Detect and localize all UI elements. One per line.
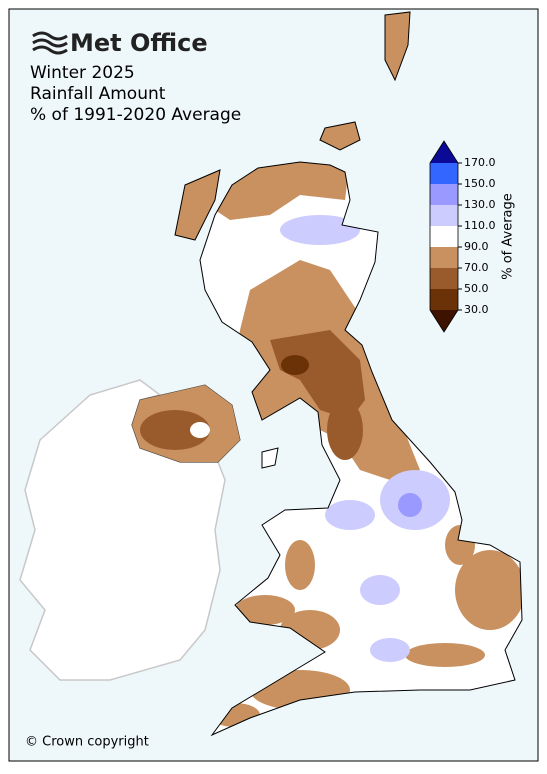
colorbar-bin [430, 247, 458, 268]
orkney [319, 121, 361, 151]
colorbar: 170.0 150.0 130.0 110.0 90.0 70.0 50.0 30.0 % of… [429, 140, 516, 333]
colorbar-bin [430, 226, 458, 247]
shetland [384, 11, 411, 82]
colorbar-tick-label: 90.0 [464, 240, 489, 253]
colorbar-bin [430, 268, 458, 289]
colorbar-bin [430, 163, 458, 184]
copyright: © Crown copyright [25, 735, 149, 750]
title-line: % of 1991-2020 Average [30, 105, 241, 125]
colorbar-bin [430, 205, 458, 226]
ni-rainfall [132, 385, 240, 462]
colorbar-tick-label: 150.0 [464, 177, 496, 190]
title-line: Rainfall Amount [30, 84, 166, 104]
colorbar-extend-top [430, 141, 458, 163]
colorbar-tick-label: 110.0 [464, 219, 496, 232]
colorbar-bin [430, 289, 458, 310]
colorbar-tick-label: 70.0 [464, 261, 489, 274]
colorbar-tick-label: 50.0 [464, 282, 489, 295]
isle-of-man [261, 447, 279, 469]
colorbar-tick-label: 130.0 [464, 198, 496, 211]
colorbar-extend-bottom [430, 310, 458, 332]
colorbar-tick-label: 170.0 [464, 156, 496, 169]
colorbar-tick-label: 30.0 [464, 303, 489, 316]
colorbar-label: % of Average [501, 193, 516, 280]
logo-icon [32, 31, 68, 55]
title-line: Winter 2025 [30, 63, 135, 83]
colorbar-bin [430, 184, 458, 205]
logo-text: Met Office [70, 29, 208, 57]
hebrides [174, 169, 221, 241]
